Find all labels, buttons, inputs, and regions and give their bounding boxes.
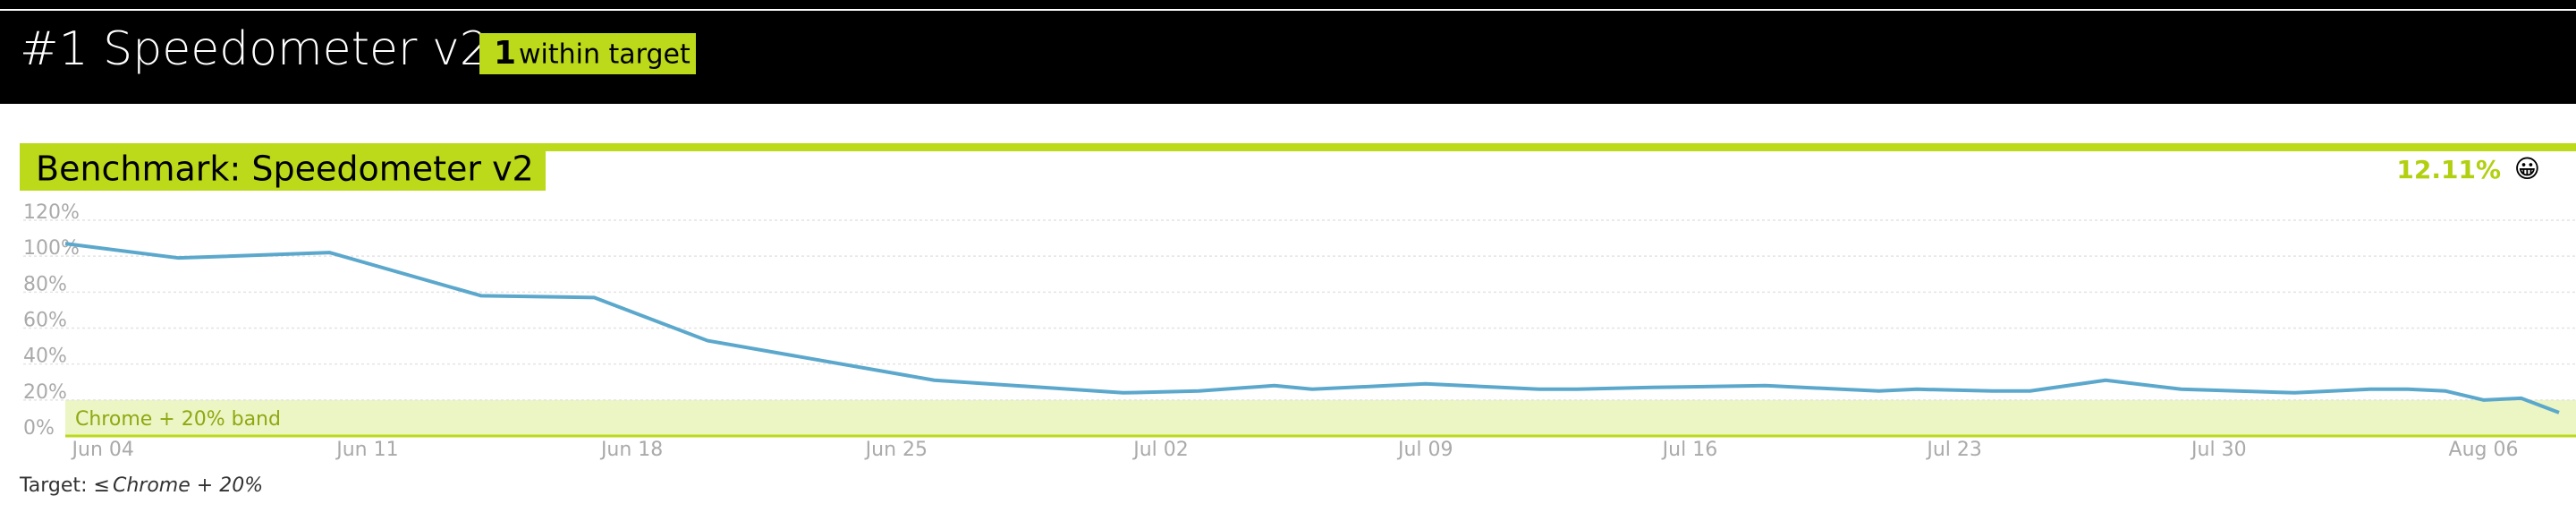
header-bar xyxy=(0,0,2576,104)
x-tick-label: Jul 23 xyxy=(1925,439,1982,461)
x-tick-label: Jul 09 xyxy=(1396,439,1453,461)
section-rule xyxy=(20,143,2576,151)
badge-text: within target xyxy=(519,39,691,71)
x-tick-label: Jul 30 xyxy=(2190,439,2247,461)
section-title: Benchmark: Speedometer v2 xyxy=(36,149,534,189)
x-tick-label: Jul 02 xyxy=(1131,439,1189,461)
x-tick-label: Jun 04 xyxy=(71,439,134,461)
x-tick-label: Jul 16 xyxy=(1661,439,1718,461)
badge-count: 1 xyxy=(494,35,516,72)
footer-prefix: Target: ≤ xyxy=(19,474,110,497)
x-tick-label: Jun 25 xyxy=(864,439,928,461)
badge xyxy=(479,33,696,74)
band-label: Chrome + 20% band xyxy=(75,408,281,431)
section-title-box xyxy=(20,151,546,191)
y-tick-label: 0% xyxy=(23,417,55,440)
header-rule xyxy=(0,9,2576,11)
footer-target: Chrome + 20% xyxy=(113,474,263,497)
page-title: #1 Speedometer v2 xyxy=(20,22,489,76)
score: 12.11% xyxy=(2396,155,2501,184)
data-line xyxy=(64,242,2560,414)
x-tick-label: Jun 11 xyxy=(335,439,398,461)
x-tick-label: Jun 18 xyxy=(599,439,663,461)
score-emoji: 😀 xyxy=(2514,154,2540,184)
target-band xyxy=(65,399,2576,436)
x-tick-label: Aug 06 xyxy=(2449,439,2519,461)
